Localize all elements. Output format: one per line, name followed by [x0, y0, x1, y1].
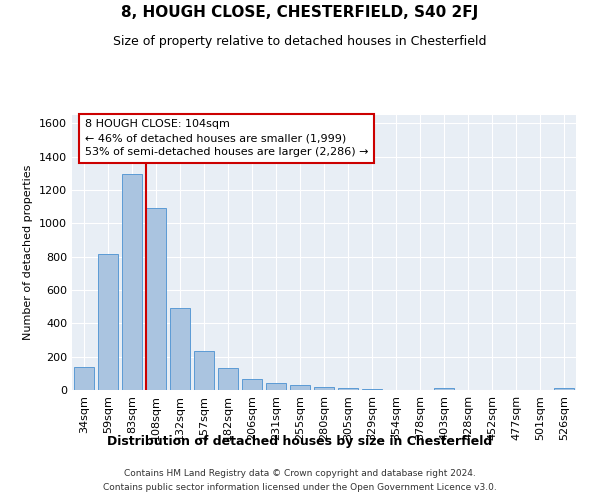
Bar [98, 254, 118, 390]
Text: 8, HOUGH CLOSE, CHESTERFIELD, S40 2FJ: 8, HOUGH CLOSE, CHESTERFIELD, S40 2FJ [121, 5, 479, 20]
Bar [146, 208, 166, 390]
Bar [290, 386, 310, 390]
Bar [314, 386, 334, 390]
Text: Contains HM Land Registry data © Crown copyright and database right 2024.: Contains HM Land Registry data © Crown c… [124, 468, 476, 477]
Bar [338, 388, 358, 390]
Bar [218, 368, 238, 390]
Bar [266, 383, 286, 390]
Bar [242, 378, 262, 390]
Text: Distribution of detached houses by size in Chesterfield: Distribution of detached houses by size … [107, 435, 493, 448]
Text: 8 HOUGH CLOSE: 104sqm
← 46% of detached houses are smaller (1,999)
53% of semi-d: 8 HOUGH CLOSE: 104sqm ← 46% of detached … [85, 119, 368, 157]
Bar [362, 388, 382, 390]
Bar [434, 388, 454, 390]
Y-axis label: Number of detached properties: Number of detached properties [23, 165, 34, 340]
Bar [194, 351, 214, 390]
Bar [554, 388, 574, 390]
Text: Contains public sector information licensed under the Open Government Licence v3: Contains public sector information licen… [103, 484, 497, 492]
Bar [74, 366, 94, 390]
Bar [170, 308, 190, 390]
Text: Size of property relative to detached houses in Chesterfield: Size of property relative to detached ho… [113, 35, 487, 48]
Bar [122, 174, 142, 390]
